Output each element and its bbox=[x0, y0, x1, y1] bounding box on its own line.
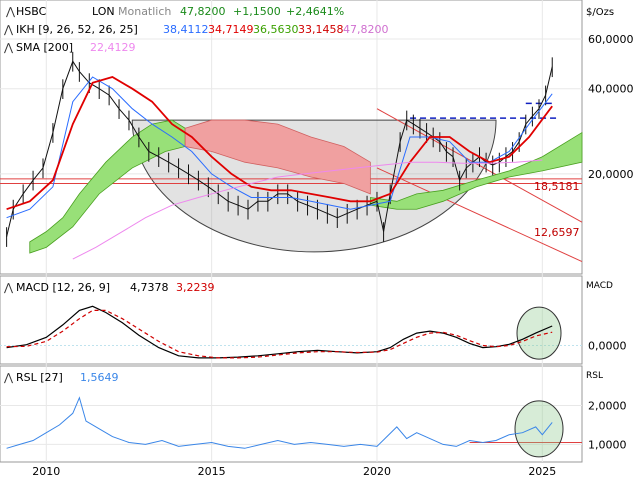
x-tick-label: 2020 bbox=[363, 465, 391, 478]
series-layer bbox=[6, 51, 553, 449]
macd-tick-label: 0,0000 bbox=[588, 340, 627, 353]
sma-label: SMA [200] bbox=[16, 41, 73, 54]
level-label-2: 12,6597 bbox=[534, 226, 580, 239]
ikh-label: IKH [9, 26, 52, 26, 25] bbox=[16, 23, 138, 36]
rsl-icon[interactable]: ⋀ bbox=[3, 371, 14, 384]
macd-title: MACD bbox=[586, 281, 613, 291]
macd-highlight-circle bbox=[516, 306, 562, 360]
rsl-highlight-circle bbox=[514, 400, 564, 458]
rsl-panel bbox=[0, 365, 583, 463]
x-tick-label: 2010 bbox=[32, 465, 60, 478]
price-tick-label: 40,0000 bbox=[588, 83, 634, 96]
ichimoku-cloud-bear bbox=[184, 119, 371, 195]
ichimoku-cloud-bull-2 bbox=[369, 131, 583, 210]
symbol-label: HSBC bbox=[16, 5, 47, 18]
macd-label: MACD [12, 26, 9] bbox=[16, 281, 110, 294]
price-change-pct: +2,4641% bbox=[286, 5, 344, 18]
exchange-label: LON bbox=[92, 5, 115, 18]
ikh-value-5: 47,8200 bbox=[343, 23, 389, 36]
rsl-title: RSL bbox=[586, 371, 603, 381]
ikh-value-3: 36,5630 bbox=[253, 23, 299, 36]
macd-value-2: 3,2239 bbox=[176, 281, 215, 294]
macd-value-1: 4,7378 bbox=[130, 281, 169, 294]
sma-line bbox=[72, 159, 543, 260]
grid bbox=[0, 0, 582, 462]
rsl-value: 1,5649 bbox=[80, 371, 119, 384]
sma-value: 22,4129 bbox=[90, 41, 136, 54]
ikh-legend: ⋀ IKH [9, 26, 52, 26, 25] 38,4112 34,714… bbox=[3, 23, 389, 36]
channel-lower bbox=[376, 167, 583, 262]
ikh-icon[interactable]: ⋀ bbox=[3, 23, 14, 36]
ikh-value-1: 38,4112 bbox=[163, 23, 209, 36]
x-tick-label: 2025 bbox=[528, 465, 556, 478]
rsl-legend: ⋀ RSL [27] 1,5649 RSL bbox=[3, 371, 603, 384]
rsl-tick-label: 2,0000 bbox=[588, 399, 627, 412]
ikh-value-2: 34,7149 bbox=[208, 23, 254, 36]
interval-label: Monatlich bbox=[118, 5, 171, 18]
macd-legend: ⋀ MACD [12, 26, 9] 4,7378 3,2239 MACD bbox=[3, 281, 613, 294]
price-tick-label: 20,0000 bbox=[588, 168, 634, 181]
rsl-label: RSL [27] bbox=[16, 371, 63, 384]
axis-labels: 2010 2015 2020 2025 20,0000 40,0000 60,0000 0,0… bbox=[32, 33, 633, 478]
header: ⋀ HSBC LON Monatlich 47,8200 +1,1500 +2,… bbox=[5, 5, 614, 18]
sma-legend: ⋀ SMA [200] 22,4129 bbox=[3, 41, 136, 54]
last-price: 47,8200 bbox=[180, 5, 226, 18]
level-label-1: 18,5181 bbox=[534, 180, 580, 193]
unit-label: $/Ozs bbox=[586, 7, 614, 18]
ikh-kijun-line bbox=[6, 76, 553, 219]
chart-menu-icon[interactable]: ⋀ bbox=[5, 5, 16, 18]
price-change: +1,1500 bbox=[233, 5, 281, 18]
macd-panel bbox=[0, 275, 583, 365]
rsl-line bbox=[6, 396, 553, 449]
ikh-value-4: 33,1458 bbox=[298, 23, 344, 36]
macd-line bbox=[6, 305, 553, 359]
macd-icon[interactable]: ⋀ bbox=[3, 281, 14, 294]
x-tick-label: 2015 bbox=[198, 465, 226, 478]
price-tick-label: 60,0000 bbox=[588, 33, 634, 46]
sma-icon[interactable]: ⋀ bbox=[3, 41, 14, 54]
ikh-tenkan-line bbox=[6, 76, 553, 211]
rsl-tick-label: 1,0000 bbox=[588, 438, 627, 451]
macd-signal-line bbox=[6, 309, 553, 359]
